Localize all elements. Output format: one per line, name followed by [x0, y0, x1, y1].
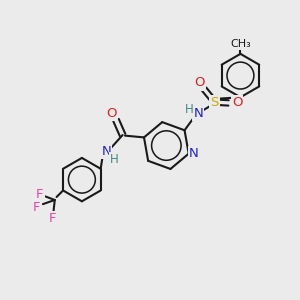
Text: CH₃: CH₃	[231, 39, 251, 49]
Text: N: N	[194, 107, 203, 120]
Text: H: H	[110, 153, 118, 166]
Text: F: F	[33, 201, 41, 214]
Text: O: O	[232, 96, 242, 110]
Text: O: O	[106, 106, 117, 119]
Text: H: H	[185, 103, 194, 116]
Text: F: F	[49, 212, 56, 225]
Text: N: N	[101, 145, 111, 158]
Text: S: S	[210, 96, 218, 109]
Text: O: O	[194, 76, 205, 89]
Text: F: F	[36, 188, 44, 200]
Text: N: N	[189, 147, 199, 160]
